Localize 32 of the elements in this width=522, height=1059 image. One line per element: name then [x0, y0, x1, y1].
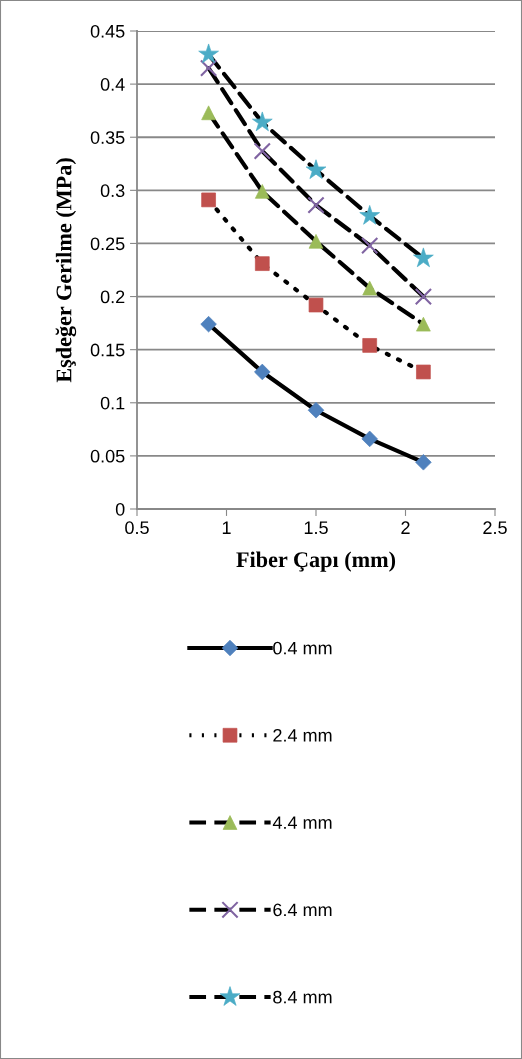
legend-label: 0.4 mm — [273, 641, 332, 655]
point — [414, 287, 433, 306]
y-tick-label: 0.45 — [90, 24, 125, 38]
y-tick-label: 0 — [115, 502, 125, 516]
y-axis-title: Eşdeğer Gerilme (MPa) — [55, 158, 77, 383]
point — [253, 142, 271, 160]
point — [254, 363, 271, 381]
legend-label: 2.4 mm — [273, 728, 332, 742]
x-tick-label: 0.5 — [125, 521, 149, 535]
y-tick-label: 0.3 — [100, 184, 125, 198]
y-tick-label: 0.35 — [90, 131, 125, 144]
y-tick-label: 0.2 — [100, 290, 125, 304]
point — [415, 454, 432, 471]
y-tick-label: 0.1 — [100, 396, 125, 410]
x-tick-label: 1 — [222, 521, 231, 534]
legend-label: 6.4 mm — [273, 903, 332, 917]
point — [361, 236, 379, 255]
legend-label: 8.4 mm — [273, 990, 332, 1004]
y-tick-label: 0.05 — [90, 449, 125, 463]
y-tick-label: 0.4 — [100, 78, 125, 91]
x-tick-label: 1.5 — [304, 521, 328, 535]
y-tick-label: 0.25 — [90, 237, 125, 251]
point — [307, 402, 325, 419]
x-axis-title: Fiber Çapı (mm) — [236, 551, 396, 572]
point — [201, 192, 216, 208]
point — [361, 430, 378, 448]
x-tick-label: 2 — [401, 521, 410, 534]
point — [199, 59, 218, 77]
legend-label: 4.4 mm — [272, 816, 332, 829]
y-tick-label: 0.15 — [90, 343, 125, 357]
point — [307, 196, 325, 214]
x-tick-label: 2.5 — [483, 521, 507, 535]
